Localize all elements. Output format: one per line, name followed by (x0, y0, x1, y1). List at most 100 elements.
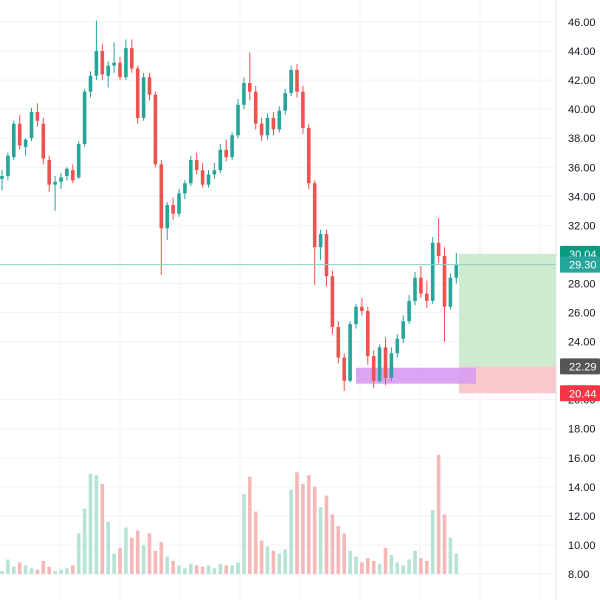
volume-bar (330, 514, 335, 574)
candle-body (383, 347, 388, 378)
candle-body (41, 123, 46, 159)
volume-bar (47, 566, 51, 574)
volume-bar (12, 566, 16, 574)
candle-body (88, 75, 93, 92)
volume-bar (17, 562, 22, 574)
volume-bar (383, 547, 388, 574)
candle-body (171, 205, 175, 214)
candle-body (419, 277, 423, 294)
candle-body (183, 183, 187, 194)
candle-body (248, 83, 252, 92)
candle-body (165, 205, 169, 229)
candle-body (17, 123, 22, 146)
volume-bar (389, 555, 394, 574)
candle-body (301, 91, 305, 129)
price-tick-label: 18.00 (568, 424, 596, 436)
candle-body (206, 174, 211, 185)
candle-body (448, 277, 453, 307)
price-badge-label: 29.30 (569, 260, 597, 272)
price-badge (560, 358, 600, 375)
volume-bar (342, 533, 346, 574)
price-tick-label: 38.00 (568, 133, 596, 145)
volume-bar (106, 521, 110, 574)
volume-bar (88, 473, 93, 574)
volume-bar (100, 483, 105, 574)
price-badge (560, 256, 600, 273)
candle-body (147, 77, 152, 95)
candle-body (442, 255, 447, 307)
candle-body (106, 65, 110, 76)
price-axis[interactable]: 46.00 44.00 42.00 40.00 38.00 36.00 34.00 32.00… (555, 0, 596, 600)
candle-body (253, 91, 258, 124)
candle-body (354, 306, 358, 325)
candle-body (454, 264, 459, 278)
volume-bar (153, 550, 158, 574)
volume-bar (71, 565, 75, 574)
candle-body (436, 242, 441, 256)
candle-body (224, 149, 228, 158)
volume-bar (183, 568, 187, 574)
volume-bar (224, 565, 228, 574)
volume-bar (360, 562, 364, 574)
price-badge-label: 22.29 (569, 361, 597, 373)
candle-body (47, 160, 51, 185)
volume-bar (242, 494, 246, 574)
volume-bar (159, 542, 164, 574)
candle-body (0, 175, 4, 179)
price-tick-label: 36.00 (568, 162, 596, 174)
volume-bar (430, 510, 435, 574)
candle-body (130, 48, 134, 69)
candle-body (189, 160, 193, 184)
volume-bar (189, 563, 193, 574)
candle-body (6, 155, 10, 176)
volume-bar (448, 537, 453, 574)
volume-bar (442, 514, 447, 574)
candle-body (401, 321, 405, 339)
candle-body (94, 51, 99, 76)
volume-bar (253, 511, 258, 574)
volume-bar (35, 569, 40, 574)
price-tick-label: 46.00 (568, 17, 596, 29)
candle-body (236, 104, 240, 136)
price-tick-label: 28.00 (568, 278, 596, 290)
price-badge-label: 20.44 (569, 388, 597, 400)
volume-bar (377, 563, 382, 574)
price-tick-label: 32.00 (568, 220, 596, 232)
candle-body (242, 83, 246, 105)
volume-bar (425, 560, 429, 574)
candle-body (59, 177, 63, 182)
candle-body (194, 160, 199, 171)
candle-body (265, 117, 270, 136)
candle-body (159, 164, 164, 229)
candle-body (53, 181, 57, 185)
volume-bar (94, 475, 99, 574)
candle-body (377, 347, 382, 381)
price-tick-label: 16.00 (568, 453, 596, 465)
candle-body (336, 327, 341, 358)
volume-bar (118, 547, 122, 574)
volume-bar (366, 558, 370, 574)
volume-bar (218, 563, 223, 574)
candle-body (307, 128, 311, 184)
candle-body (29, 112, 34, 139)
volume-bar (53, 571, 57, 574)
volume-bar (165, 556, 169, 574)
candle-body (124, 48, 128, 78)
volume-bar (348, 550, 352, 574)
volume-bar (407, 559, 411, 574)
candle-body (141, 77, 146, 118)
target-zone[interactable] (459, 253, 556, 367)
volume-bar (265, 546, 270, 574)
candle-body (23, 139, 28, 147)
volume-bar (395, 562, 400, 574)
price-tick-label: 24.00 (568, 337, 596, 349)
candle-body (153, 94, 158, 165)
volume-bar (248, 476, 252, 574)
volume-bar (283, 549, 287, 574)
candle-body (348, 324, 352, 381)
candle-body (371, 356, 376, 381)
volume-bar (295, 472, 299, 574)
